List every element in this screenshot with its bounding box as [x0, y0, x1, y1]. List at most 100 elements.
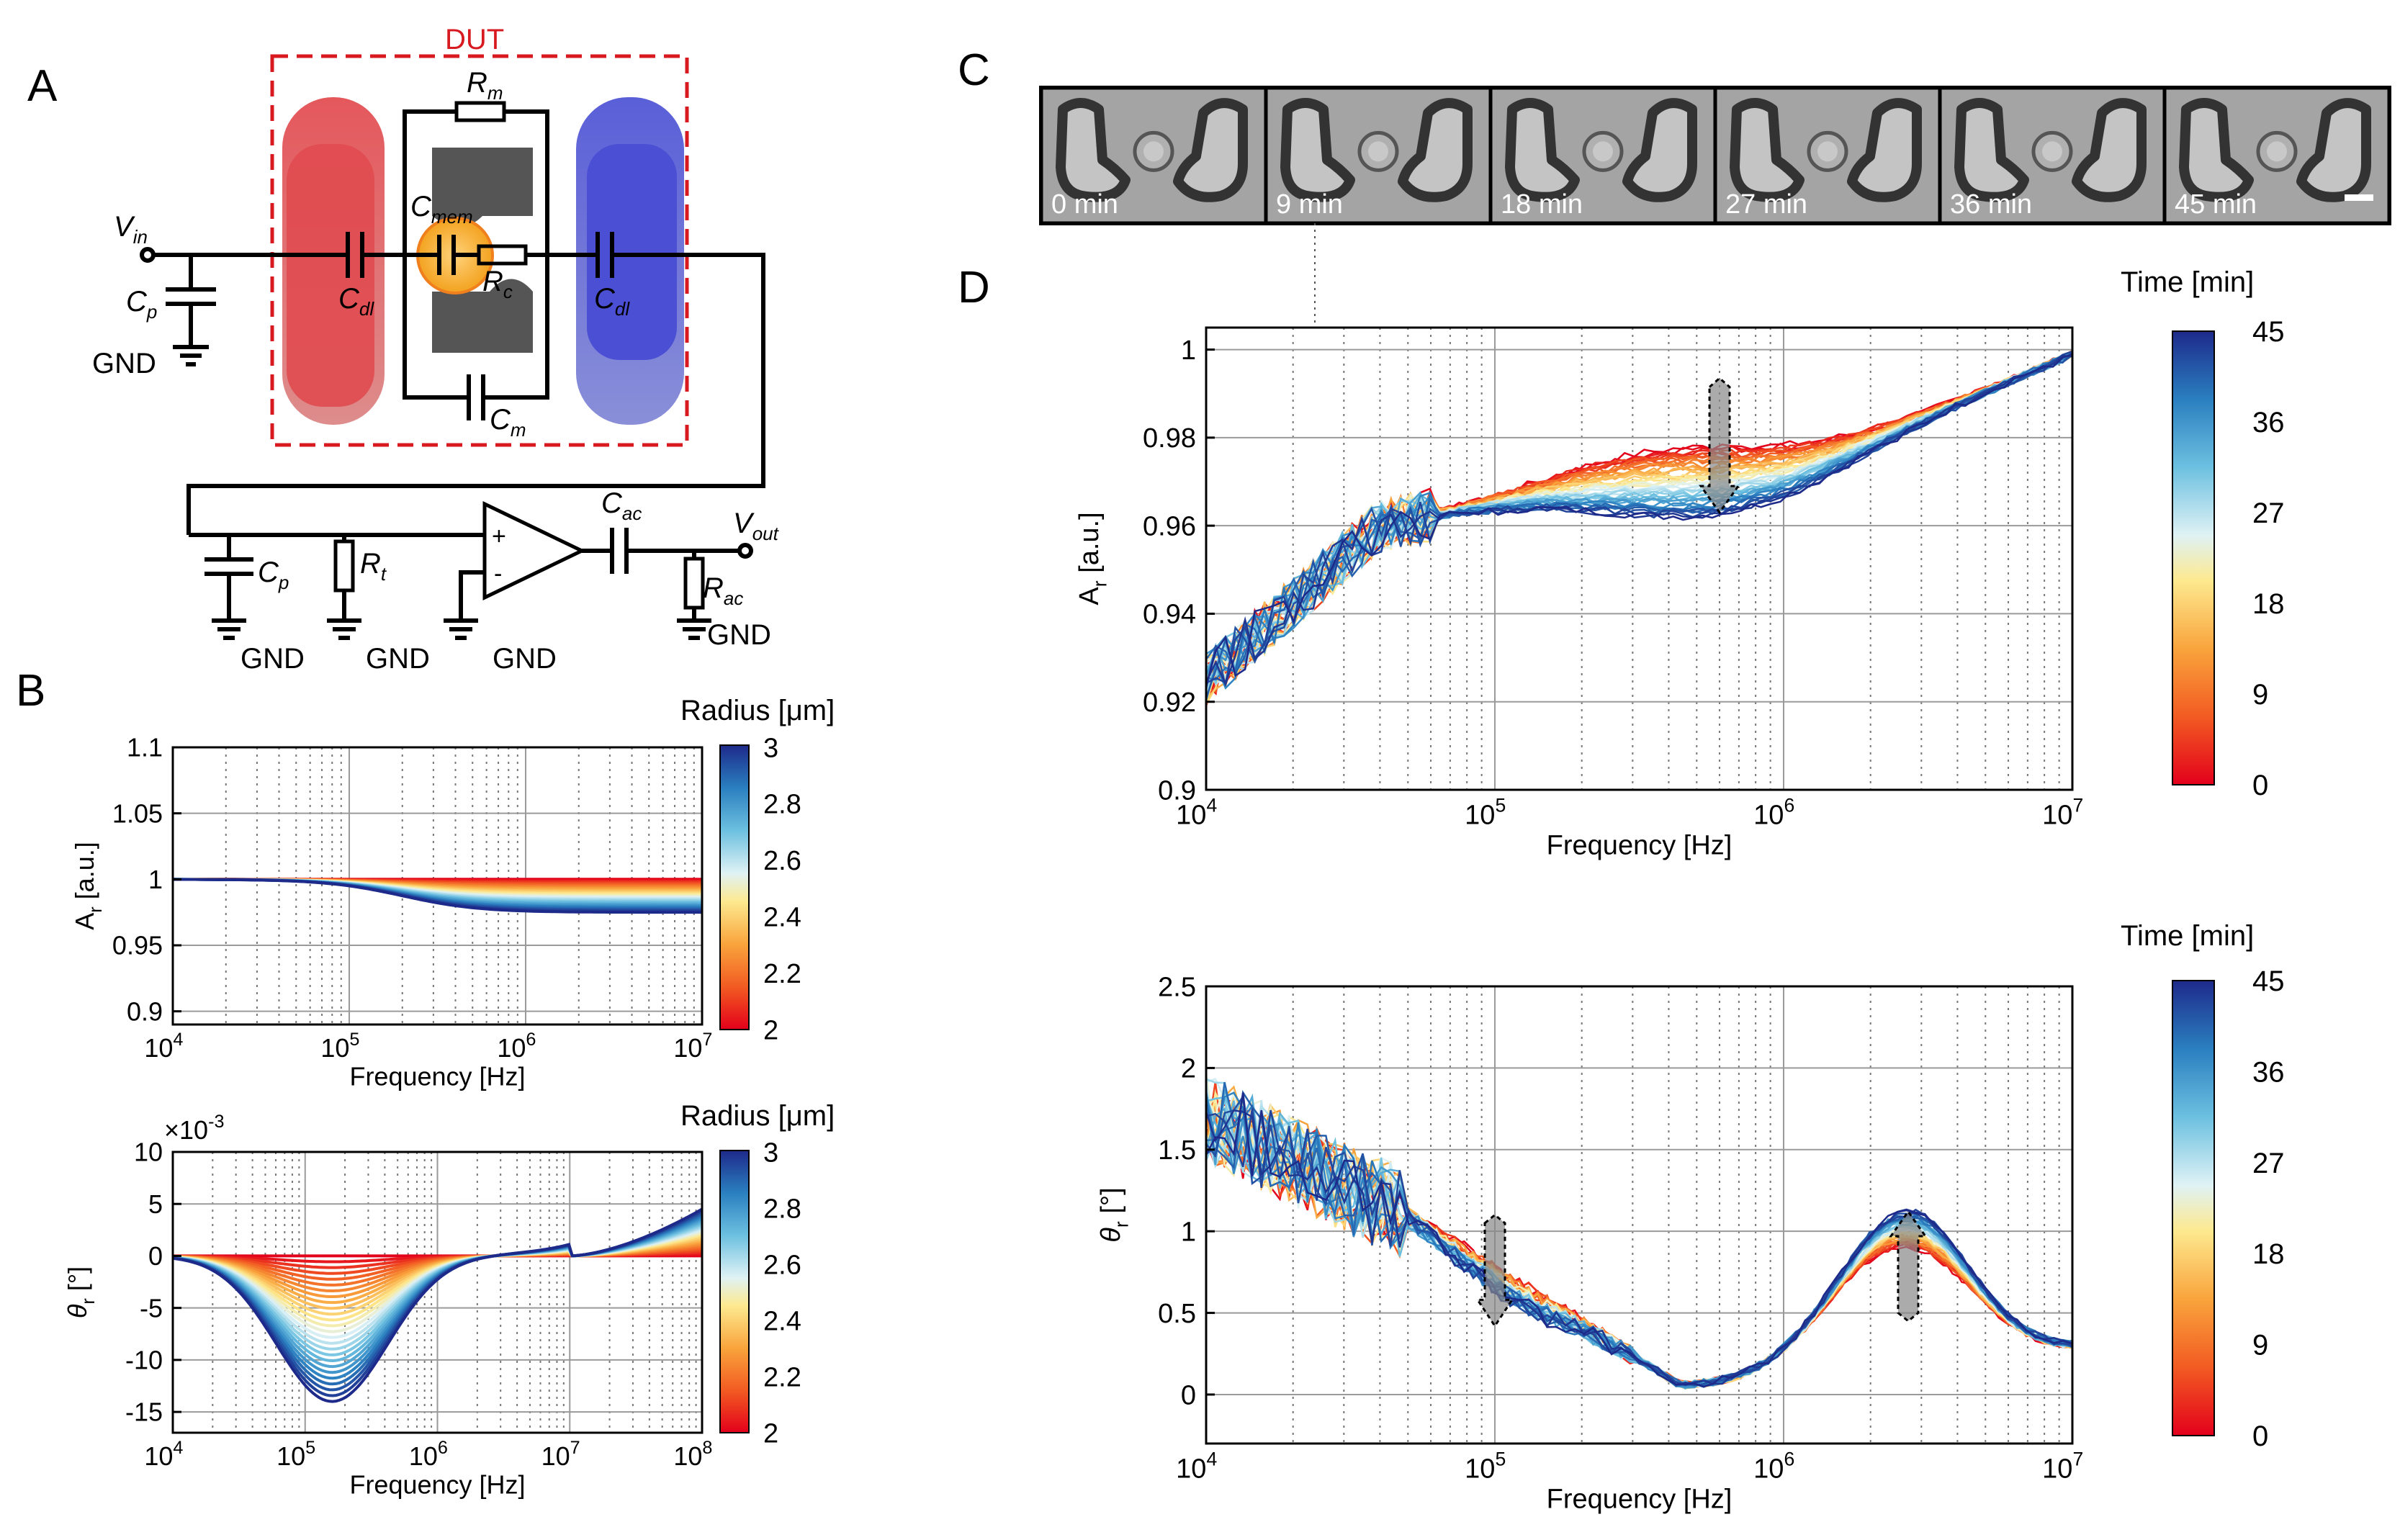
x-axis-label: Frequency [Hz] [1547, 1484, 1732, 1514]
y-tick-label: 1.5 [1158, 1135, 1196, 1166]
x-axis-label: Frequency [Hz] [1547, 830, 1732, 860]
vin-label: Vin [114, 211, 148, 248]
x-tick-label: 104 [1176, 1448, 1217, 1484]
y-tick-label: 1.05 [112, 798, 163, 828]
dut-label: DUT [445, 24, 504, 55]
cp-lower-label: Cp [258, 557, 289, 593]
scale-bar [2345, 194, 2373, 201]
cac-label: Cac [601, 487, 642, 524]
series-line [172, 1207, 703, 1403]
y-tick-label: 0 [148, 1241, 163, 1271]
cp-label: Cp [126, 286, 157, 323]
series-line [1205, 354, 2073, 674]
x-tick-label: 105 [1465, 794, 1506, 830]
trend-arrow [1889, 1210, 1928, 1323]
x-tick-label: 108 [673, 1438, 712, 1471]
colorbar-tick-label: 2.4 [763, 1306, 801, 1336]
y-axis-label: Ar [a.u.] [1074, 512, 1110, 605]
y-tick-label: 0.9 [1158, 775, 1196, 806]
y-tick-label: 1 [1181, 1217, 1196, 1247]
series-line [1205, 1092, 2073, 1388]
gnd-label-4: GND [493, 643, 557, 675]
micrograph-frame: 36 min [1938, 86, 2167, 225]
chart-b-amplitude: 1.1 1.05 1 0.95 0.9 104 105 106 107 Frequency [Hz… [70, 733, 712, 1091]
series-line [1205, 354, 2073, 689]
y-tick-label: 0.94 [1143, 600, 1196, 630]
x-tick-label: 105 [277, 1438, 315, 1471]
colorbar-tick-label: 2.8 [763, 1194, 801, 1224]
colorbar-tick-label: 0 [2252, 1420, 2268, 1452]
colorbar-tick-label: 2.2 [763, 959, 801, 989]
micrograph-time-label: 18 min [1501, 189, 1583, 220]
colorbar-radius-2: Radius [μm] 3 2.8 2.6 2.4 2.2 2 [680, 1100, 835, 1449]
gnd-label-5: GND [707, 619, 771, 651]
colorbar-time-1: Time [min] 45 36 27 18 9 0 [2121, 266, 2285, 801]
micrograph-frame: 27 min [1713, 86, 1942, 225]
x-tick-label: 106 [497, 1030, 536, 1063]
x-tick-label: 107 [2042, 1448, 2083, 1484]
x-tick-label: 107 [541, 1438, 580, 1471]
panel-label-c: C [958, 45, 990, 95]
chart-d-phase: 2.5 2 1.5 1 0.5 0 104 105 106 107 Frequency [Hz] θr… [1096, 972, 2083, 1514]
colorbar-tick-label: 45 [2252, 965, 2285, 997]
colorbar-tick-label: 27 [2252, 497, 2285, 529]
y-tick-label: 0.9 [127, 996, 163, 1026]
micrograph-time-label: 36 min [1950, 189, 2032, 220]
opamp-plus: + [492, 523, 506, 550]
colorbar-radius-1: Radius [μm] 3 2.8 2.6 2.4 2.2 2 [680, 695, 835, 1045]
y-axis-label: Ar [a.u.] [70, 842, 106, 929]
rt-label: Rt [360, 548, 387, 585]
x-tick-label: 105 [320, 1030, 359, 1063]
colorbar-tick-label: 2.2 [763, 1362, 801, 1392]
colorbar-tick-label: 0 [2252, 770, 2268, 801]
y-tick-label: -15 [125, 1397, 163, 1427]
y-tick-label: 0.95 [112, 931, 163, 960]
colorbar-tick-label: 2.8 [763, 790, 801, 820]
y-tick-label: -10 [125, 1345, 163, 1374]
micrograph-time-label: 9 min [1276, 189, 1343, 220]
micrograph-time-label: 45 min [2175, 189, 2257, 220]
micrograph-time-label: 0 min [1051, 189, 1118, 220]
gnd-label-2: GND [241, 643, 305, 675]
rc-label: Rc [482, 266, 513, 302]
vout-label: Vout [733, 508, 780, 544]
rm-label: Rm [467, 67, 503, 104]
micrograph-frame: 18 min [1488, 86, 1717, 225]
x-tick-label: 107 [2042, 794, 2083, 830]
x-tick-label: 106 [1753, 794, 1794, 830]
gnd-label-1: GND [92, 348, 156, 379]
trend-arrow [1475, 1213, 1514, 1328]
colorbar-tick-label: 3 [763, 1138, 778, 1168]
micrograph-frame: 9 min [1264, 86, 1493, 225]
dut-box [270, 54, 689, 447]
x-tick-label: 104 [144, 1438, 183, 1471]
colorbar-tick-label: 36 [2252, 407, 2285, 438]
y-tick-label: 2.5 [1158, 972, 1196, 1002]
colorbar-tick-label: 3 [763, 733, 778, 763]
colorbar-title: Radius [μm] [680, 1100, 835, 1132]
cdl-left-label: Cdl [338, 283, 374, 320]
panel-label-d: D [958, 263, 990, 312]
y-tick-label: 1 [148, 865, 163, 894]
colorbar-tick-label: 45 [2252, 316, 2285, 348]
cdl-right-label: Cdl [594, 283, 630, 320]
opamp-minus: - [494, 560, 502, 587]
x-axis-label: Frequency [Hz] [349, 1062, 525, 1091]
y-tick-label: 0 [1181, 1380, 1196, 1410]
colorbar-time-2: Time [min] 45 36 27 18 9 0 [2121, 920, 2285, 1452]
colorbar-tick-label: 2 [763, 1418, 778, 1449]
colorbar-tick-label: 18 [2252, 588, 2285, 620]
colorbar-title: Time [min] [2121, 920, 2254, 952]
circuit-diagram [140, 54, 765, 640]
series-line [1205, 353, 2073, 686]
series-line [1205, 355, 2073, 687]
y-axis-label: θr [°] [63, 1266, 99, 1318]
y-tick-label: 1 [1181, 336, 1196, 366]
trend-arrow [1699, 377, 1740, 515]
y-tick-label: 0.96 [1143, 511, 1196, 541]
y-tick-label: 1.1 [127, 733, 163, 762]
y-axis-label: θr [°] [1096, 1187, 1132, 1242]
colorbar-title: Time [min] [2121, 266, 2254, 298]
x-tick-label: 107 [673, 1030, 712, 1063]
